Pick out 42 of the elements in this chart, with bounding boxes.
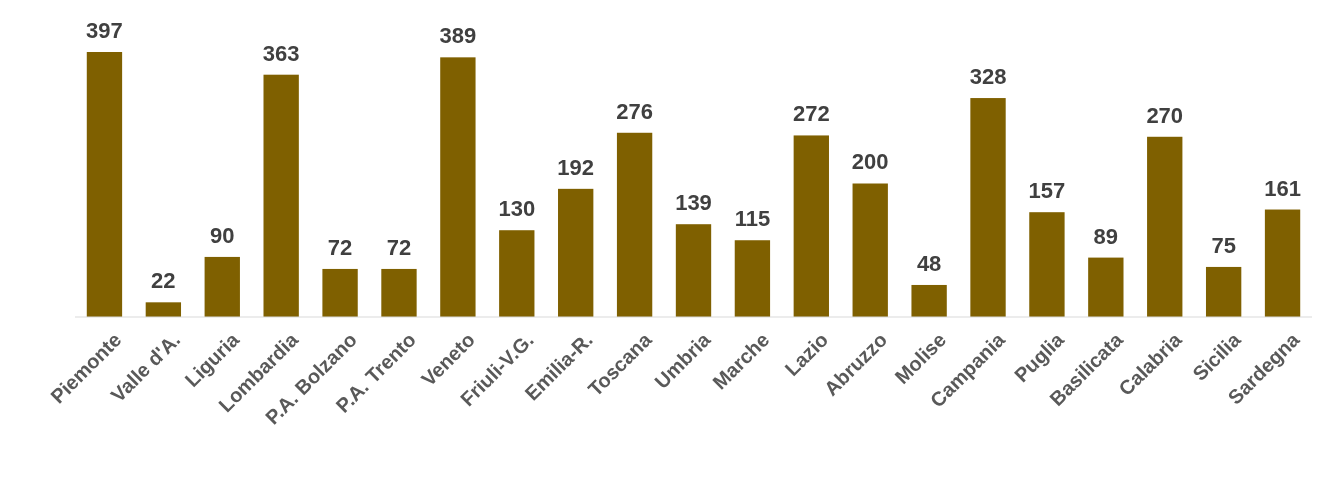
data-label: 89 — [1093, 223, 1119, 249]
bar — [734, 240, 771, 317]
bar — [558, 188, 594, 317]
bar — [1029, 212, 1065, 317]
data-label: 22 — [151, 268, 176, 294]
data-label: 75 — [1211, 232, 1236, 258]
data-label: 157 — [1028, 178, 1066, 204]
data-label: 270 — [1146, 102, 1184, 128]
data-label: 161 — [1264, 175, 1301, 201]
bar — [440, 57, 476, 317]
data-label: 115 — [734, 206, 771, 232]
bar — [322, 268, 358, 317]
data-label: 328 — [969, 64, 1007, 90]
data-label: 276 — [616, 98, 653, 124]
bar — [263, 74, 299, 317]
bar — [204, 256, 240, 317]
bar — [616, 132, 653, 317]
data-label: 272 — [792, 101, 830, 127]
data-label: 363 — [262, 40, 300, 66]
bar — [499, 230, 535, 317]
data-label: 72 — [386, 234, 412, 260]
data-label: 389 — [439, 23, 477, 49]
bar — [911, 284, 947, 317]
data-label: 48 — [916, 250, 942, 276]
bar — [1264, 209, 1301, 317]
data-label: 90 — [210, 222, 235, 248]
data-label: 139 — [675, 190, 712, 216]
bar — [675, 224, 712, 317]
bar — [970, 98, 1006, 317]
bar — [793, 135, 829, 317]
data-label: 130 — [498, 196, 536, 222]
data-label: 72 — [327, 234, 353, 260]
bar — [86, 52, 123, 317]
data-label: 397 — [86, 18, 123, 43]
data-label: 192 — [557, 154, 595, 180]
bar — [145, 302, 182, 317]
data-label: 200 — [851, 149, 889, 175]
bar — [852, 183, 888, 317]
bar — [381, 268, 417, 317]
bar — [1205, 266, 1242, 317]
bar — [1147, 136, 1183, 317]
bar — [1088, 257, 1124, 317]
